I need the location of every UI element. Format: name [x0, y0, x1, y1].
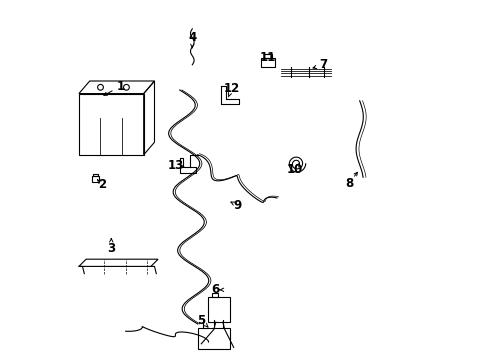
Text: 3: 3 — [107, 242, 115, 255]
Bar — [208, 297, 230, 322]
Bar — [197, 328, 230, 349]
Text: 10: 10 — [286, 163, 303, 176]
Text: 1: 1 — [116, 80, 124, 93]
Bar — [263, 54, 272, 58]
Text: 2: 2 — [98, 178, 106, 191]
Text: 5: 5 — [197, 314, 205, 327]
Text: 4: 4 — [188, 31, 196, 44]
Text: 8: 8 — [344, 177, 352, 190]
Text: 9: 9 — [233, 199, 241, 212]
Text: 12: 12 — [224, 82, 240, 95]
Bar — [93, 174, 98, 176]
Bar — [260, 58, 275, 67]
Text: 6: 6 — [211, 283, 220, 296]
Text: 7: 7 — [319, 58, 327, 71]
Text: 13: 13 — [168, 159, 184, 172]
Bar — [212, 293, 217, 297]
Bar — [91, 176, 99, 182]
Text: 11: 11 — [259, 51, 275, 64]
